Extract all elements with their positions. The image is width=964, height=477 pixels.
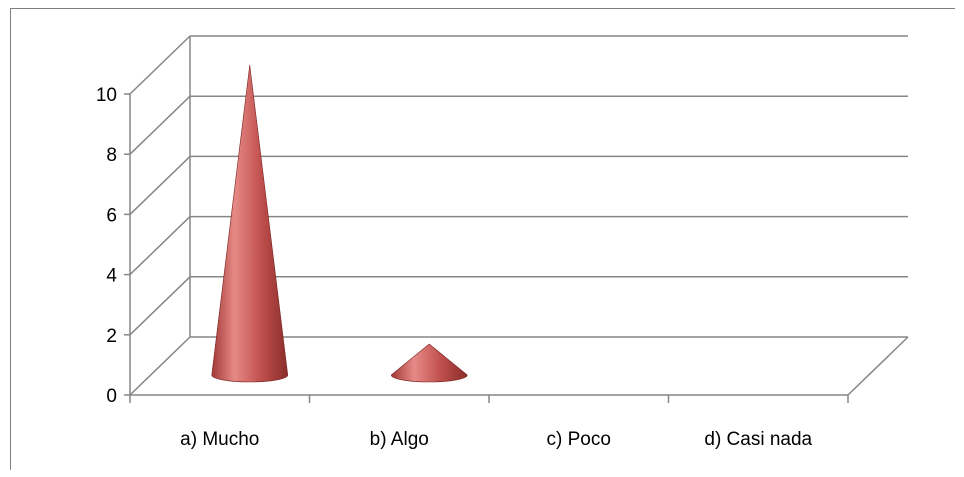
y-tick-label: 2 <box>106 326 117 347</box>
floor-edge <box>847 336 909 396</box>
x-category-label: c) Poco <box>547 429 611 450</box>
y-tick-label: 8 <box>106 145 117 166</box>
cone-bar <box>390 343 468 383</box>
axis-layer <box>124 93 849 403</box>
gridline-diagonal <box>129 35 191 95</box>
cone-bar <box>211 64 289 383</box>
gridline-diagonal <box>129 276 191 336</box>
chart-frame <box>10 8 955 470</box>
cone-body <box>211 64 289 383</box>
y-tick-label: 10 <box>96 85 117 106</box>
x-category-label: d) Casi nada <box>704 429 812 450</box>
cone-body <box>390 343 468 383</box>
gridline-diagonal <box>129 95 191 155</box>
y-tick-label: 0 <box>106 386 117 407</box>
x-category-label: a) Mucho <box>180 429 259 450</box>
label-layer: 0 2 4 6 8 10 a) Mucho b) Algo c) Poco d) Casi nad… <box>96 85 813 450</box>
y-tick-label: 6 <box>106 205 117 226</box>
x-category-label: b) Algo <box>370 429 429 450</box>
y-tick-label: 4 <box>106 266 117 287</box>
gridline-diagonal <box>129 155 191 215</box>
gridline-diagonal <box>129 336 191 396</box>
grid-layer <box>129 35 909 396</box>
bar-layer <box>211 64 468 383</box>
gridline-diagonal <box>129 216 191 276</box>
